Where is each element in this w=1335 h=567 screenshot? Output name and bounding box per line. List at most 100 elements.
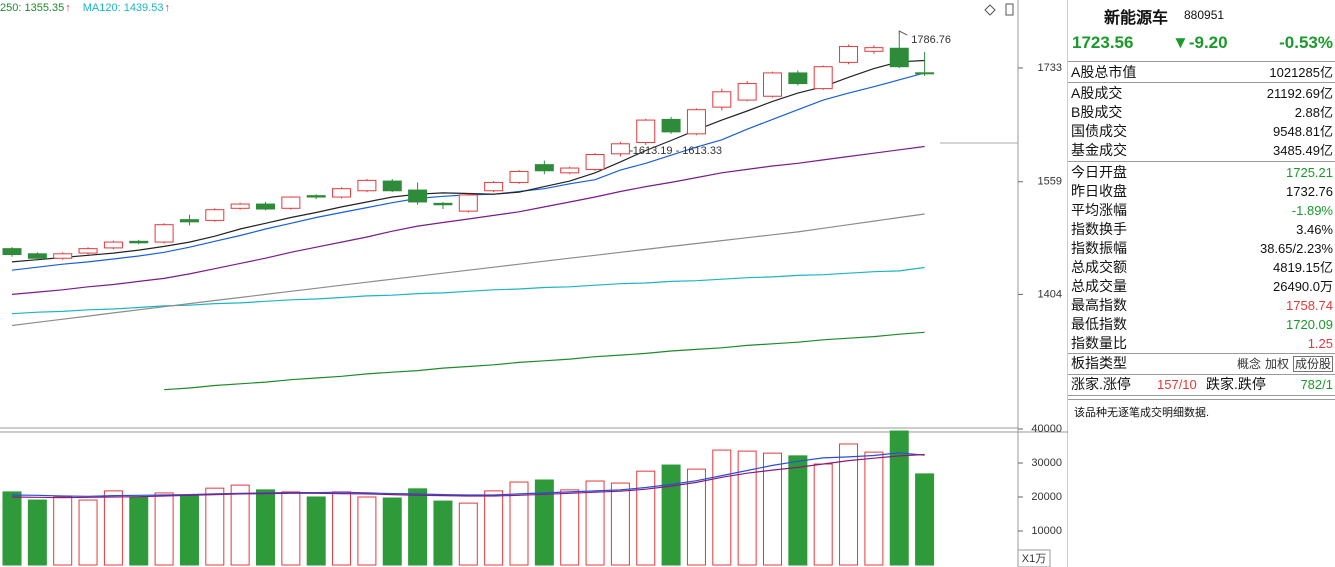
annotation: 1786.76 xyxy=(911,34,951,46)
candle-body xyxy=(737,83,757,101)
candle-body xyxy=(408,189,428,203)
candle-body xyxy=(484,181,504,192)
candle-body xyxy=(864,47,884,52)
volume-bar xyxy=(78,499,98,566)
stat-row: 指数换手 3.46% xyxy=(1068,220,1333,239)
candle-body xyxy=(610,143,630,155)
row-value: 1725.21 xyxy=(1286,165,1333,180)
volume-bar xyxy=(154,492,174,566)
icon[interactable] xyxy=(984,4,996,16)
row-value: 4819.15亿 xyxy=(1273,260,1333,275)
icon[interactable] xyxy=(1005,3,1014,16)
index-name: 新能源车 xyxy=(1104,10,1169,27)
candle-body xyxy=(534,164,554,172)
row-label: 板指类型 xyxy=(1071,355,1127,371)
tag-list: 概念 加权 成份股 xyxy=(1233,354,1333,374)
stat-row: 最高指数 1758.74 xyxy=(1068,296,1333,315)
volume-bar xyxy=(889,430,909,566)
stat-row: 基金成交 3485.49亿 xyxy=(1068,141,1333,160)
candle-body xyxy=(53,253,73,259)
y-tick-label: 40000 xyxy=(1031,423,1062,435)
candle-body xyxy=(256,203,275,210)
breadth-row: 涨家.涨停 157/10 跌家.跌停 782/1 xyxy=(1068,375,1333,394)
volume-bar xyxy=(2,491,22,566)
candle-body xyxy=(179,219,199,223)
candle-body xyxy=(788,72,808,85)
candle-body xyxy=(585,154,605,170)
volume-bar xyxy=(27,499,47,566)
separator xyxy=(1068,399,1335,400)
row-value: 3.46% xyxy=(1296,222,1333,237)
stat-row: 指数量比 1.25 xyxy=(1068,334,1333,353)
volume-bar xyxy=(864,451,884,566)
volume-bar xyxy=(585,480,605,566)
row-label: 基金成交 xyxy=(1071,142,1127,158)
stat-row: 国债成交 9548.81亿 xyxy=(1068,122,1333,141)
stat-row: 总成交额 4819.15亿 xyxy=(1068,258,1333,277)
candle-body xyxy=(889,47,909,68)
row-value: 1732.76 xyxy=(1286,184,1333,199)
candle-body xyxy=(2,248,22,256)
volume-bar xyxy=(661,464,681,566)
candle-body xyxy=(103,241,123,249)
volume-bar xyxy=(281,491,301,566)
volume-bar xyxy=(560,489,580,566)
change: ▼-9.20 xyxy=(1172,33,1228,52)
separator xyxy=(1068,374,1335,375)
y-tick-label: 1733 xyxy=(1038,62,1062,74)
volume-bar xyxy=(230,484,250,566)
row-label: 指数量比 xyxy=(1071,335,1127,351)
row-label: 指数振幅 xyxy=(1071,240,1127,256)
volume-bar xyxy=(839,443,859,566)
stat-row: A股成交 21192.69亿 xyxy=(1068,84,1333,103)
volume-bar xyxy=(306,496,326,566)
ma-line xyxy=(11,145,925,295)
candle-body xyxy=(839,45,859,63)
volume-bar xyxy=(256,489,275,566)
candle-body xyxy=(433,202,453,206)
y-tick-label: 1404 xyxy=(1038,288,1062,300)
candle-body xyxy=(205,209,225,221)
row-label: 总成交额 xyxy=(1071,259,1127,275)
volume-bar xyxy=(103,490,123,566)
row-label: A股总市值 xyxy=(1071,64,1137,80)
row-value: 1021285亿 xyxy=(1269,65,1333,80)
up-label: 涨家.涨停 xyxy=(1071,376,1131,392)
candle-body xyxy=(357,179,377,192)
candle-body xyxy=(686,109,706,135)
legend-arrow: ↑ xyxy=(65,2,71,14)
price: 1723.56 xyxy=(1072,33,1134,52)
row-label: 总成交量 xyxy=(1071,278,1127,294)
candle-body xyxy=(281,196,301,209)
candle-body xyxy=(509,170,529,183)
volume-bar xyxy=(129,496,149,566)
separator xyxy=(1068,61,1335,62)
legend-arrow: ↑ xyxy=(164,2,170,14)
annotation: 1613.19 - 1613.33 xyxy=(633,145,722,157)
row-value: 26490.0万 xyxy=(1273,279,1333,294)
row-value: 1758.74 xyxy=(1286,298,1333,313)
candle-body xyxy=(813,66,833,90)
tag: 成份股 xyxy=(1292,356,1333,372)
candle-body xyxy=(915,72,935,75)
note: 该品种无逐笔成交明细数据. xyxy=(1074,407,1210,419)
volume-bar xyxy=(915,473,935,566)
annotation-marker xyxy=(898,30,908,36)
row-value: -1.89% xyxy=(1291,203,1333,218)
up-value: 157/10 xyxy=(1157,377,1197,392)
volume-bar xyxy=(712,449,732,566)
volume-bar xyxy=(813,463,833,566)
candle-body xyxy=(661,118,681,133)
down-value: 782/1 xyxy=(1300,377,1333,392)
row-label: 昨日收盘 xyxy=(1071,183,1127,199)
ma-line xyxy=(11,453,925,499)
y-tick-label: 10000 xyxy=(1031,525,1062,537)
volume-bar xyxy=(179,495,199,566)
candle-body xyxy=(712,91,732,108)
row-label: A股成交 xyxy=(1071,85,1123,101)
volume-bar xyxy=(433,500,453,566)
candle-body xyxy=(458,194,478,212)
y-tick-label: 1559 xyxy=(1038,176,1062,188)
candle-body xyxy=(560,167,580,174)
